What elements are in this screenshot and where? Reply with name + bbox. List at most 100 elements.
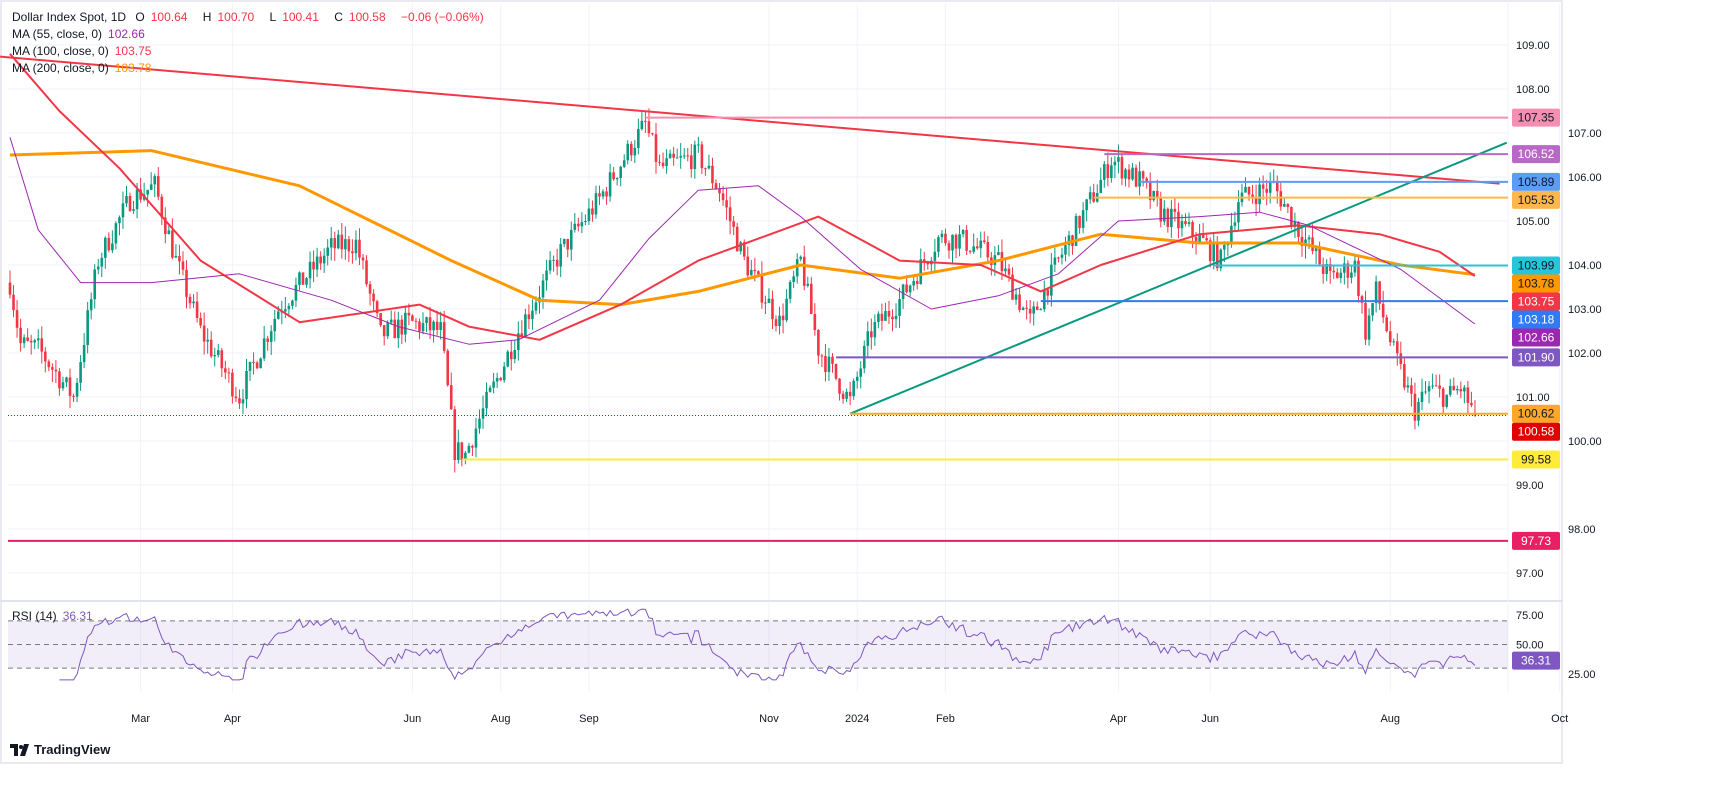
candle-body	[1198, 233, 1201, 244]
candle-body	[1152, 191, 1156, 201]
candle-body	[894, 315, 898, 320]
candle-body	[1074, 215, 1078, 246]
candle-body	[361, 257, 365, 261]
candle-body	[284, 309, 287, 312]
candle-body	[308, 261, 312, 279]
price-label-bg	[1512, 310, 1560, 329]
price-label-text: 103.99	[1518, 258, 1555, 272]
candle-body	[104, 237, 107, 258]
candle-body	[322, 255, 326, 264]
candle-body	[202, 325, 206, 342]
price-label-text: 103.18	[1518, 312, 1555, 326]
candle-body	[1064, 245, 1067, 255]
candle-body	[975, 246, 979, 249]
candle-body	[732, 221, 735, 227]
price-label-100.58: 100.58	[1512, 422, 1560, 441]
candle-body	[125, 195, 128, 204]
candle-body	[541, 280, 545, 298]
candle-body	[89, 299, 93, 311]
candle-body	[880, 313, 884, 321]
price-tick-label: 108.00	[1516, 84, 1550, 96]
candle-body	[665, 158, 668, 167]
candle-body	[1332, 270, 1336, 273]
price-label-text: 106.52	[1518, 147, 1555, 161]
candle-body	[1378, 281, 1381, 304]
candles	[8, 108, 1477, 473]
price-tick-label: 105.00	[1516, 216, 1550, 228]
ma100-legend[interactable]: MA (100, close, 0) 103.75	[12, 44, 152, 58]
candle-body	[44, 351, 47, 362]
ma55-legend[interactable]: MA (55, close, 0) 102.66	[12, 27, 145, 41]
candle-body	[347, 239, 351, 252]
candle-body	[841, 393, 845, 399]
ohlc-low: L 100.41	[269, 10, 319, 24]
symbol-title: Dollar Index Spot, 1D	[12, 10, 127, 24]
candle-body	[1466, 387, 1470, 403]
candle-body	[781, 315, 785, 321]
candle-body	[1155, 191, 1159, 199]
candle-body	[1099, 179, 1103, 194]
candle-body	[746, 256, 750, 276]
price-tick-label: 103.00	[1568, 304, 1602, 316]
candle-body	[884, 310, 887, 321]
candle-body	[1463, 387, 1466, 392]
candle-body	[12, 294, 15, 311]
candle-body	[259, 358, 262, 369]
candle-body	[393, 319, 397, 339]
candle-body	[54, 369, 58, 372]
candle-body	[111, 243, 114, 251]
candle-body	[79, 362, 82, 383]
candle-body	[1035, 306, 1039, 310]
candle-body	[404, 312, 407, 335]
candle-body	[1233, 222, 1237, 226]
candle-body	[181, 261, 185, 270]
candle-body	[1328, 264, 1332, 271]
candle-body	[319, 256, 322, 264]
candle-body	[1406, 385, 1410, 388]
candle-body	[269, 331, 273, 342]
candle-body	[1343, 263, 1346, 273]
price-tick-label: 101.00	[1516, 392, 1550, 404]
uptrend-trendline	[849, 141, 1508, 415]
price-label-bg	[1512, 172, 1560, 191]
price-label-bg	[1512, 145, 1560, 164]
candle-body	[453, 409, 457, 461]
candle-body	[771, 298, 774, 320]
candle-body	[654, 134, 658, 162]
candle-body	[848, 391, 852, 397]
rsi-tick-label: 25.00	[1568, 669, 1596, 681]
tradingview-logo[interactable]: TradingView	[10, 742, 110, 757]
candle-body	[1180, 221, 1184, 229]
rsi-tick-label: 75.00	[1516, 610, 1544, 622]
candle-body	[954, 234, 958, 249]
candle-body	[301, 272, 305, 285]
candle-body	[252, 361, 255, 363]
rsi-legend[interactable]: RSI (14) 36.31	[12, 609, 93, 623]
candle-body	[100, 257, 104, 267]
candle-body	[1353, 260, 1357, 273]
candle-body	[658, 161, 661, 163]
candle-body	[580, 222, 584, 227]
candle-body	[587, 208, 591, 222]
price-label-bg	[1512, 348, 1560, 367]
time-tick-label: Aug	[491, 713, 511, 725]
candle-body	[608, 172, 612, 197]
candle-body	[435, 321, 439, 331]
candle-body	[965, 229, 968, 251]
candle-body	[1445, 394, 1449, 407]
candle-body	[619, 166, 622, 179]
candle-body	[675, 157, 679, 159]
candle-body	[1230, 225, 1233, 245]
time-tick-label: Feb	[936, 713, 955, 725]
candle-body	[1042, 289, 1046, 310]
candle-body	[1237, 202, 1240, 223]
candle-body	[626, 143, 630, 161]
candle-body	[1364, 302, 1367, 340]
ma200-legend[interactable]: MA (200, close, 0) 103.78	[12, 61, 152, 75]
candle-body	[262, 338, 266, 359]
candle-body	[640, 120, 644, 130]
candle-body	[799, 256, 803, 260]
candle-body	[986, 241, 990, 258]
candle-body	[1265, 188, 1268, 193]
